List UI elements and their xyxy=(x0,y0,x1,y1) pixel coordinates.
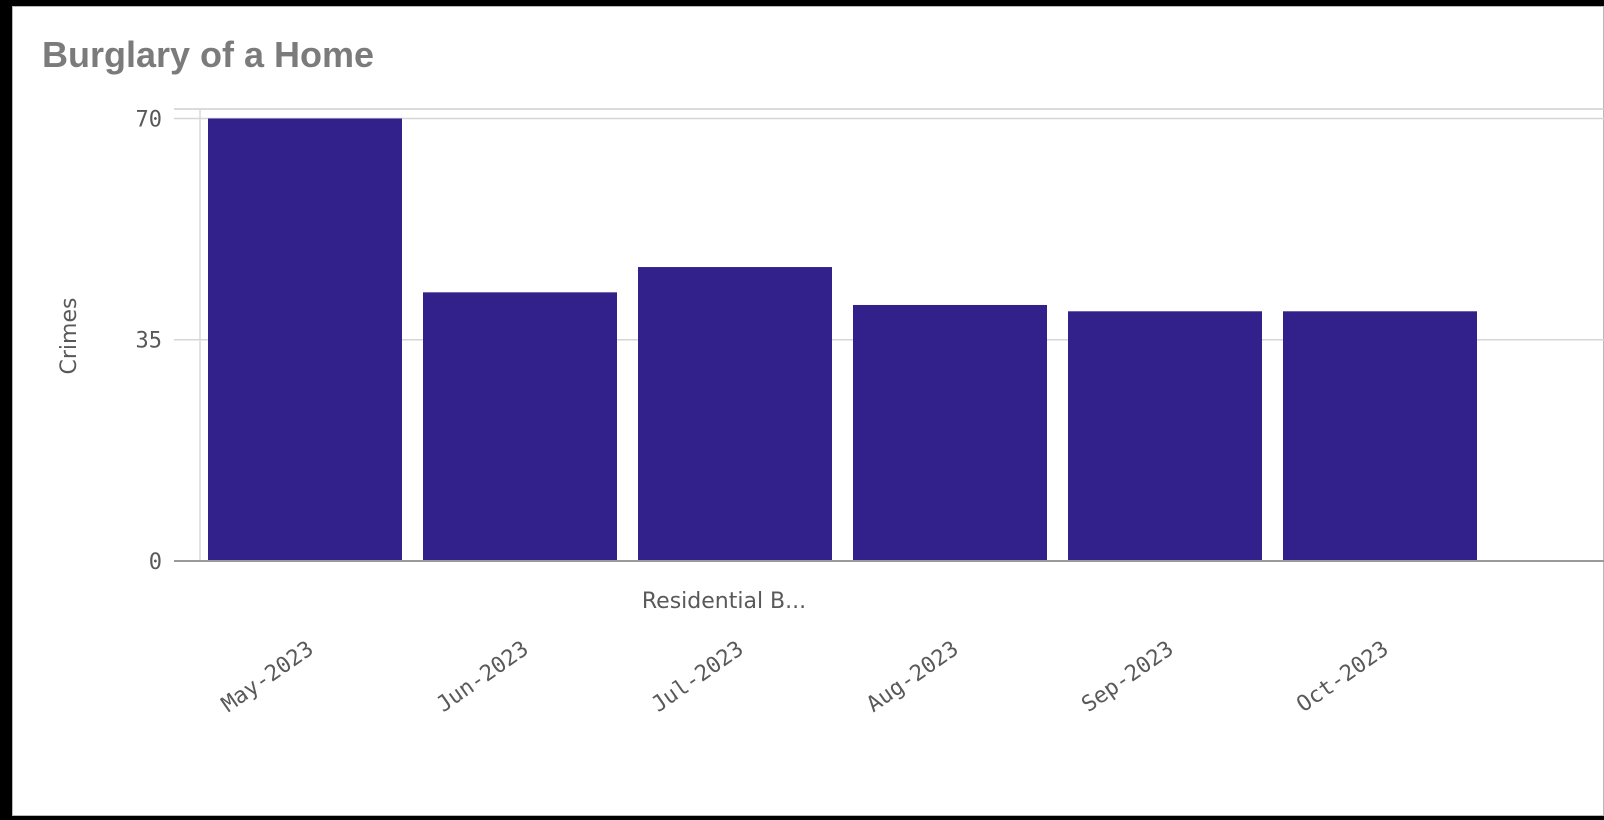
dimension-label: Residential B... xyxy=(642,589,806,614)
x-tick-label: Oct-2023 xyxy=(1292,636,1393,717)
bar xyxy=(853,304,1047,561)
y-tick-label: 35 xyxy=(136,329,163,354)
bars xyxy=(208,118,1477,562)
x-tick-label: Aug-2023 xyxy=(862,636,963,717)
y-tick-label: 0 xyxy=(149,550,162,575)
bar xyxy=(1283,311,1477,561)
x-tick-label: May-2023 xyxy=(217,636,318,717)
y-axis-title: Crimes xyxy=(57,298,82,375)
chart-title: Burglary of a Home xyxy=(42,34,375,75)
bar xyxy=(423,292,617,561)
category-labels: May-2023 Jun-2023 Jul-2023 Aug-2023 Sep-2023… xyxy=(217,636,1393,717)
bar xyxy=(638,267,832,561)
axes: 0 35 70 xyxy=(136,107,1604,575)
x-tick-label: Sep-2023 xyxy=(1077,636,1178,717)
x-tick-label: Jul-2023 xyxy=(647,636,748,717)
y-tick-label: 70 xyxy=(136,107,163,132)
bar xyxy=(208,118,402,562)
bar xyxy=(1068,311,1262,561)
x-tick-label: Jun-2023 xyxy=(432,636,533,717)
